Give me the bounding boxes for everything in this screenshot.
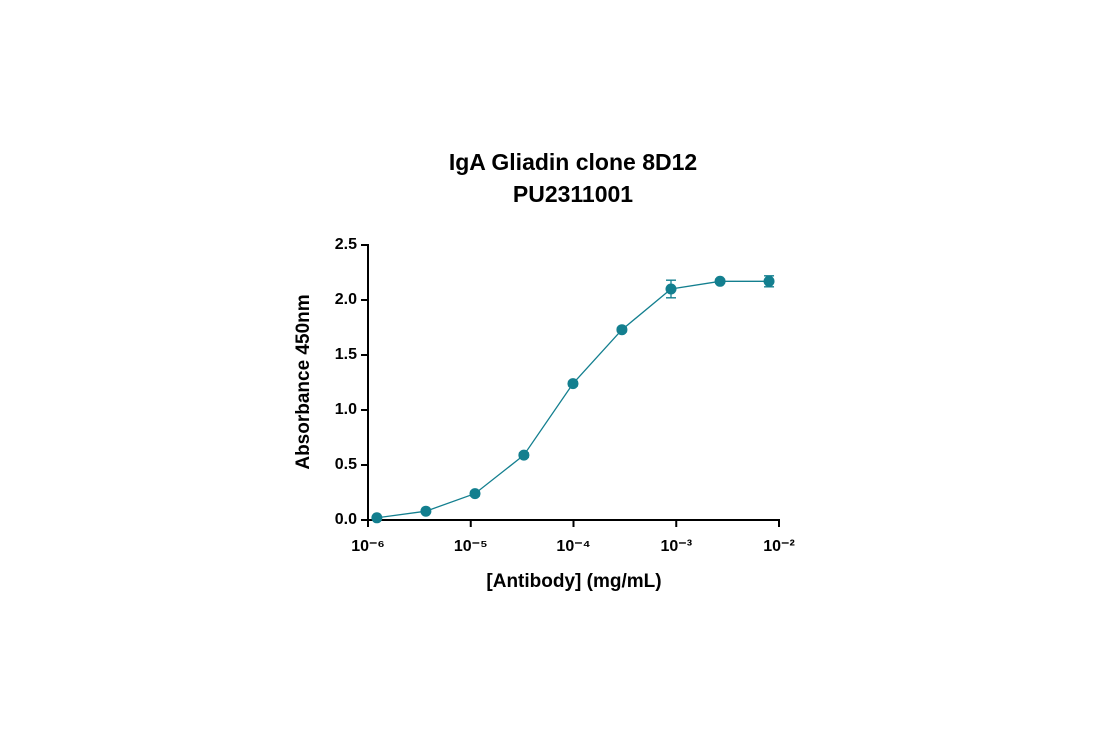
chart-title: IgA Gliadin clone 8D12 bbox=[449, 149, 697, 175]
y-tick-label: 1.5 bbox=[335, 346, 357, 363]
x-tick-label: 10⁻⁴ bbox=[556, 538, 590, 555]
data-point bbox=[371, 512, 383, 524]
data-point bbox=[616, 324, 628, 336]
y-tick-label: 2.0 bbox=[335, 291, 357, 308]
y-tick-label: 1.0 bbox=[335, 401, 357, 418]
y-axis-label: Absorbance 450nm bbox=[293, 294, 314, 469]
x-tick-label: 10⁻³ bbox=[660, 538, 692, 555]
data-point bbox=[469, 488, 481, 500]
chart-subtitle: PU2311001 bbox=[513, 181, 633, 207]
x-tick-label: 10⁻² bbox=[763, 538, 795, 555]
data-point bbox=[714, 275, 726, 287]
data-point bbox=[567, 378, 579, 390]
x-tick-label: 10⁻⁶ bbox=[351, 538, 385, 555]
y-tick-label: 0.5 bbox=[335, 456, 357, 473]
y-tick-label: 2.5 bbox=[335, 236, 357, 253]
x-tick-label: 10⁻⁵ bbox=[454, 538, 488, 555]
data-point bbox=[763, 275, 775, 287]
data-point bbox=[518, 449, 530, 461]
x-axis-label: [Antibody] (mg/mL) bbox=[486, 571, 661, 592]
data-point bbox=[665, 283, 677, 295]
series-line bbox=[376, 280, 770, 519]
data-point bbox=[420, 505, 432, 517]
y-tick-label: 0.0 bbox=[335, 511, 357, 528]
